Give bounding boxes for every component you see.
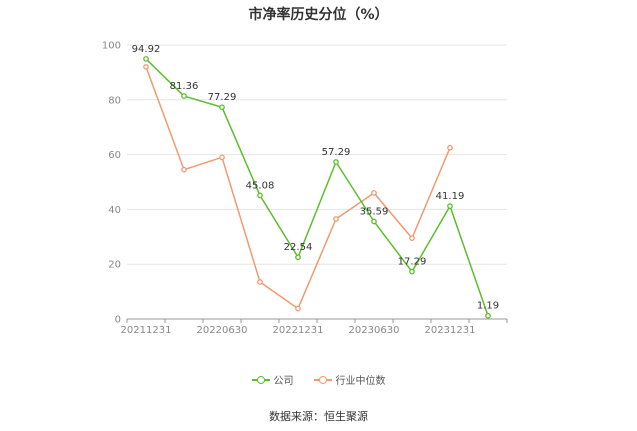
legend-item-industry[interactable]: 行业中位数 [313,372,386,387]
legend: 公司 行业中位数 [0,372,637,387]
legend-label-company: 公司 [273,376,294,387]
data-label: 41.19 [436,191,465,202]
data-point-company [181,93,187,99]
y-tick-label: 100 [102,41,121,52]
x-tick-label: 20211231 [121,325,172,336]
data-label: 81.36 [170,81,199,92]
y-tick-label: 60 [108,150,121,161]
data-label: 17.29 [398,257,427,268]
data-label: 57.29 [322,147,351,158]
series-line-industry [145,66,451,310]
data-label: 1.19 [477,301,499,312]
x-tick-label: 20220630 [197,325,248,336]
data-point-industry [409,235,415,242]
y-tick-label: 40 [108,205,121,216]
legend-label-industry: 行业中位数 [335,376,386,387]
data-point-company [257,192,263,199]
data-point-industry [333,216,339,222]
data-point-industry [295,305,301,312]
source-note: 数据来源：恒生聚源 [269,410,368,423]
data-label: 35.59 [360,206,389,217]
series-line-company [145,58,489,316]
data-point-industry [219,154,225,161]
legend-swatch-industry [313,375,332,385]
y-tick-label: 80 [108,95,121,106]
data-label: 22.54 [284,242,313,253]
data-label: 94.92 [132,44,161,55]
y-tick-label: 20 [108,260,121,271]
data-point-company [371,218,377,225]
data-point-company [485,312,491,319]
data-point-industry [257,279,263,285]
data-point-industry [371,190,377,196]
data-point-company [447,203,453,209]
x-tick-label: 20231231 [425,325,476,336]
data-point-industry [143,64,149,70]
y-tick-label: 0 [115,315,121,326]
legend-item-company[interactable]: 公司 [251,372,294,387]
data-point-company [295,254,301,261]
data-label: 77.29 [208,92,237,103]
data-point-industry [447,144,453,151]
data-label: 45.08 [246,180,275,191]
legend-swatch-company [251,375,270,385]
data-point-company [409,268,415,275]
chart-title: 市净率历史分位（%） [248,7,389,23]
x-tick-label: 20221231 [273,325,324,336]
data-point-company [219,104,225,111]
x-tick-label: 20230630 [349,325,400,336]
data-point-company [333,159,339,165]
data-point-industry [181,166,187,173]
data-point-company [143,56,149,62]
